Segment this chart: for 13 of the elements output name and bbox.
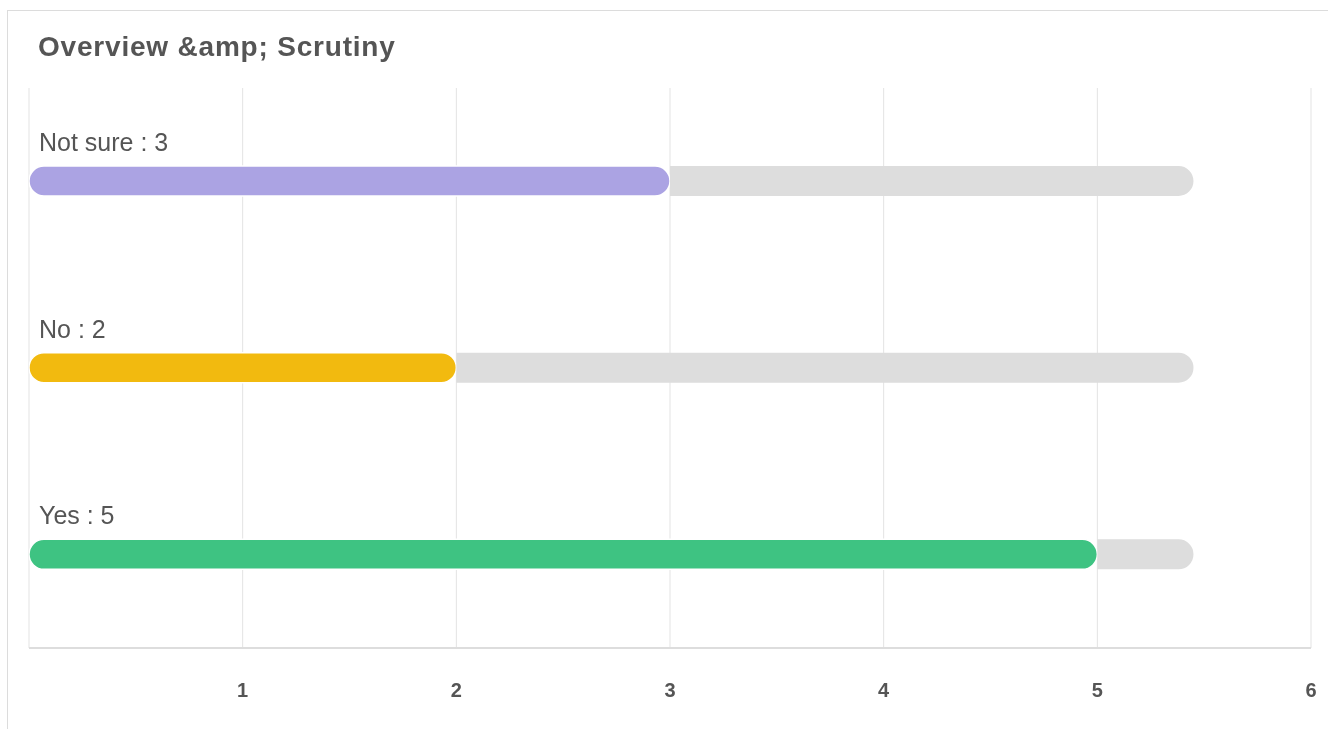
y-tick-label: No : 2 [39, 314, 106, 343]
bar [29, 351, 458, 384]
x-tick-label: 5 [1091, 679, 1103, 702]
x-tick-label: 3 [664, 679, 676, 702]
x-tick-label: 6 [1305, 679, 1317, 702]
bar [29, 538, 1099, 571]
y-tick-label: Not sure : 3 [39, 128, 169, 156]
x-tick-label: 2 [450, 679, 462, 702]
x-tick-label: 1 [237, 679, 249, 702]
y-tick-label: Yes : 5 [39, 501, 115, 530]
chart-title: Overview &amp; Scrutiny [38, 31, 396, 62]
bar [29, 165, 671, 197]
x-tick-label: 4 [878, 679, 891, 702]
